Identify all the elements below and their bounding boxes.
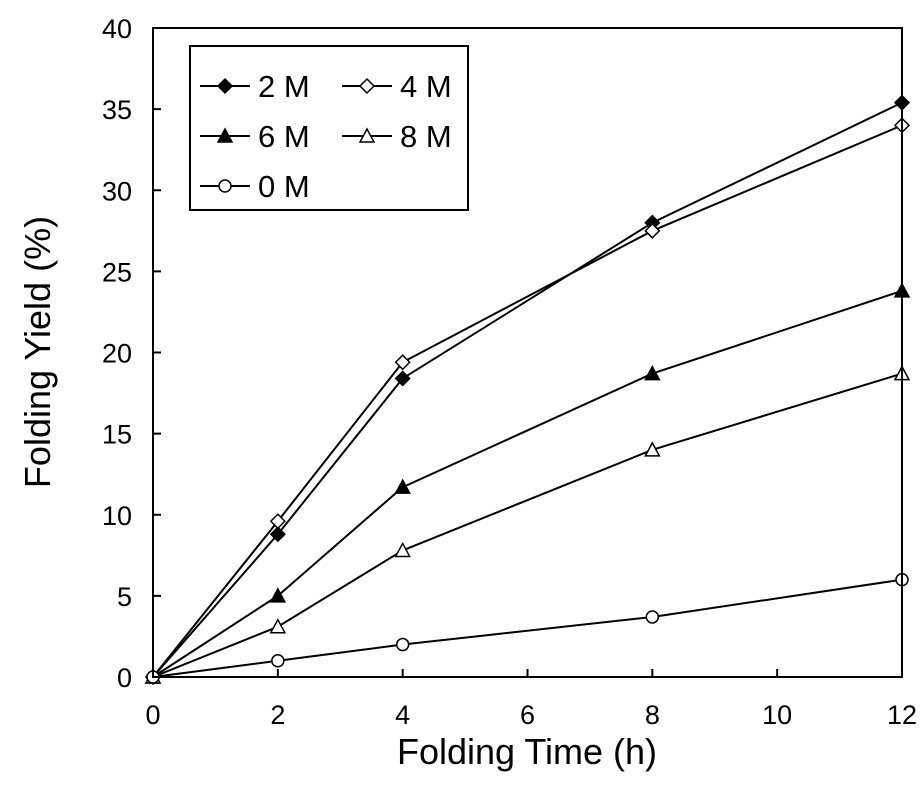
legend-items: 2 M 4 M 6 M 8 M 0 M [200,69,452,204]
data-point [394,541,411,558]
y-tick-label: 25 [102,257,132,287]
data-point [395,637,410,652]
x-tick-label: 10 [762,700,792,730]
y-tick-label: 20 [102,339,132,369]
series-line [152,578,903,678]
y-tick-label: 40 [102,14,132,44]
data-point [269,513,286,530]
legend-marker [216,127,234,143]
legend-label: 0 M [258,169,310,204]
x-tick-label: 12 [887,700,917,730]
legend-item: 4 M [342,69,452,104]
y-tick-label: 30 [102,176,132,206]
data-point [394,354,411,371]
series-2 [144,282,911,684]
data-point [644,222,661,239]
series-line [152,289,903,678]
y-tick-label: 0 [117,663,132,693]
series-3 [144,365,911,684]
legend-marker [358,77,376,95]
legend-label: 8 M [400,119,452,154]
plot-area-frame [152,27,903,678]
data-point [269,526,286,543]
legend-item: 2 M [200,69,310,104]
legend-box [189,45,469,211]
x-tick-label: 6 [520,700,535,730]
legend-label: 4 M [400,69,452,104]
y-tick-label: 35 [102,95,132,125]
x-axis-title: Folding Time (h) [397,731,657,772]
y-tick-label: 5 [117,582,132,612]
data-point [644,365,661,381]
x-tick-label: 2 [270,700,285,730]
legend-label: 2 M [258,69,310,104]
x-tick-label: 8 [645,700,660,730]
axis-ticks: 0 2 4 6 8 10 12 0 5 10 15 20 25 30 35 40 [102,14,917,730]
y-tick-label: 10 [102,501,132,531]
legend-marker [218,179,232,193]
data-point [269,618,287,634]
x-tick-label: 4 [395,700,410,730]
data-point [394,370,411,387]
data-point [394,478,411,494]
series-4 [146,572,909,684]
legend-item: 6 M [200,119,310,154]
data-point [644,441,661,457]
legend-marker [216,77,234,95]
data-point [645,610,660,624]
legend-item: 0 M [200,169,310,204]
x-tick-label: 0 [145,700,160,730]
legend-label: 6 M [258,119,310,154]
legend-marker [358,127,376,143]
data-point [269,587,287,603]
legend-item: 8 M [342,119,452,154]
data-point [271,654,285,668]
y-tick-label: 15 [102,420,132,450]
legend: 2 M 4 M 6 M 8 M 0 M [189,45,469,211]
y-axis-title: Folding Yield (%) [17,216,58,488]
